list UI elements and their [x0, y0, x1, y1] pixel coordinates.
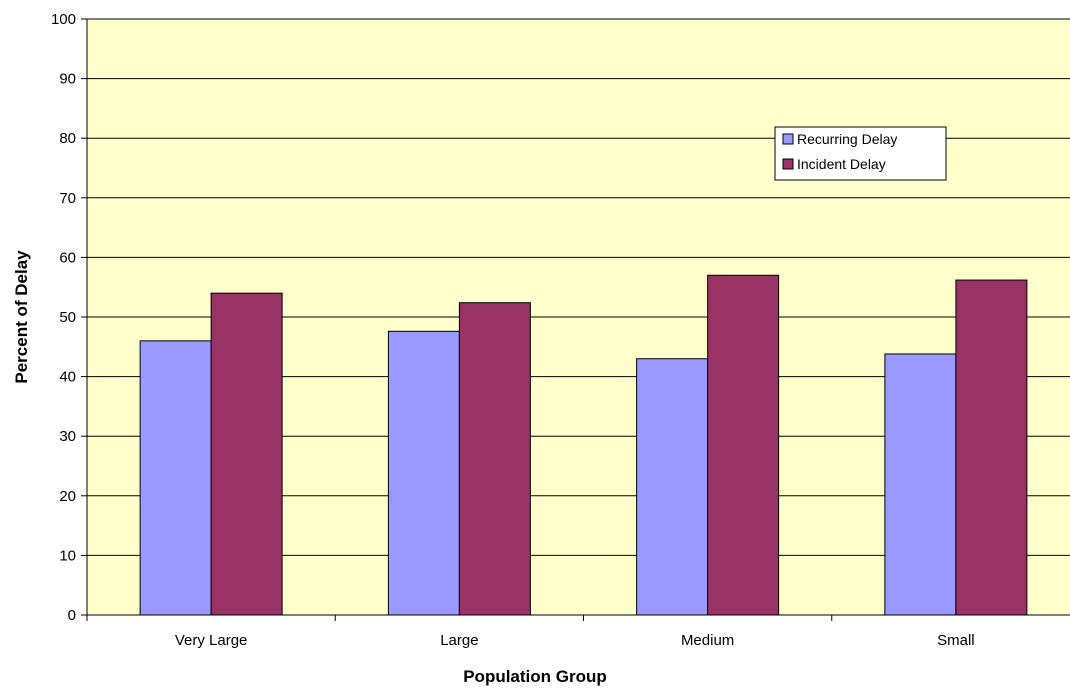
x-tick-label: Large [440, 632, 478, 649]
bar-recurring-delay-medium [636, 358, 709, 616]
legend-box [774, 126, 947, 181]
y-tick-label: 80 [59, 130, 76, 147]
x-tick-label: Very Large [175, 632, 248, 649]
legend-swatch-incident-delay [782, 158, 794, 170]
bar-incident-delay-large [458, 302, 531, 616]
y-tick-label: 100 [51, 11, 76, 28]
y-tick-label: 50 [59, 309, 76, 326]
y-tick-label: 40 [59, 369, 76, 386]
bar-recurring-delay-very-large [139, 340, 212, 616]
legend-label-incident-delay: Incident Delay [797, 156, 886, 172]
y-tick-label: 20 [59, 488, 76, 505]
bars [139, 274, 1028, 616]
bar-recurring-delay-large [387, 330, 460, 616]
y-tick-label: 10 [59, 547, 76, 564]
y-tick-label: 30 [59, 428, 76, 445]
tick-labels: 0 10 20 30 40 50 60 70 80 90 100 Very Large Large Med… [51, 11, 975, 649]
y-tick-label: 70 [59, 190, 76, 207]
axes [81, 18, 1070, 621]
legend-swatch-recurring-delay [782, 133, 794, 145]
bar-incident-delay-medium [707, 274, 780, 616]
y-tick-label: 90 [59, 71, 76, 88]
x-axis-title: Population Group [463, 667, 607, 686]
y-tick-label: 0 [68, 607, 76, 624]
bar-incident-delay-very-large [210, 292, 283, 616]
legend-label-recurring-delay: Recurring Delay [797, 131, 897, 147]
bar-recurring-delay-small [884, 353, 957, 616]
x-tick-label: Medium [681, 632, 734, 649]
x-tick-label: Small [937, 632, 975, 649]
bar-incident-delay-small [955, 279, 1028, 616]
y-axis-title: Percent of Delay [12, 250, 31, 384]
y-tick-label: 60 [59, 249, 76, 266]
legend: Recurring Delay Incident Delay [774, 126, 947, 181]
